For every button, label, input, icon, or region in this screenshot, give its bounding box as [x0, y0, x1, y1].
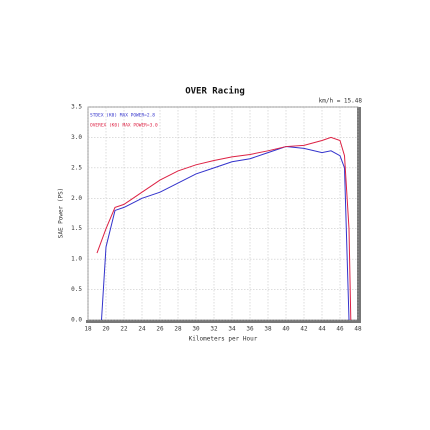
y-tick-label: 2.5	[71, 164, 82, 171]
y-tick-label: 2.0	[71, 195, 82, 202]
bottom-bar	[86, 320, 361, 323]
note: km/h = 15.48	[319, 98, 363, 105]
x-tick-label: 20	[102, 326, 110, 333]
x-tick-label: 26	[156, 326, 164, 333]
x-tick-label: 46	[336, 326, 344, 333]
y-tick-label: 3.5	[71, 104, 82, 111]
legend-entry: OVEREX (K0) MAX POWER=3.0	[90, 123, 158, 129]
legend-entry: STDEX (K0) MAX POWER=2.8	[90, 113, 155, 119]
x-tick-label: 42	[300, 326, 308, 333]
side-bar	[357, 107, 361, 322]
y-tick-label: 1.0	[71, 256, 82, 263]
x-tick-label: 44	[318, 326, 326, 333]
x-tick-label: 28	[174, 326, 182, 333]
y-tick-label: 0.0	[71, 317, 82, 324]
x-tick-label: 34	[228, 326, 236, 333]
x-tick-label: 22	[120, 326, 128, 333]
x-axis-label: Kilometers per Hour	[189, 336, 258, 343]
x-tick-label: 30	[192, 326, 200, 333]
y-tick-label: 3.0	[71, 134, 82, 141]
x-tick-label: 38	[264, 326, 272, 333]
x-tick-label: 48	[354, 326, 362, 333]
series-line	[101, 146, 350, 321]
x-tick-label: 40	[282, 326, 290, 333]
y-tick-label: 0.5	[71, 286, 82, 293]
y-axis-label: SAE Power (PS)	[58, 188, 65, 239]
y-tick-label: 1.5	[71, 225, 82, 232]
x-tick-label: 24	[138, 326, 146, 333]
x-tick-label: 32	[210, 326, 218, 333]
x-tick-label: 36	[246, 326, 254, 333]
plot-frame	[87, 106, 359, 321]
series-line	[96, 136, 352, 321]
chart-title: OVER Racing	[185, 86, 245, 97]
x-tick-label: 18	[84, 326, 92, 333]
